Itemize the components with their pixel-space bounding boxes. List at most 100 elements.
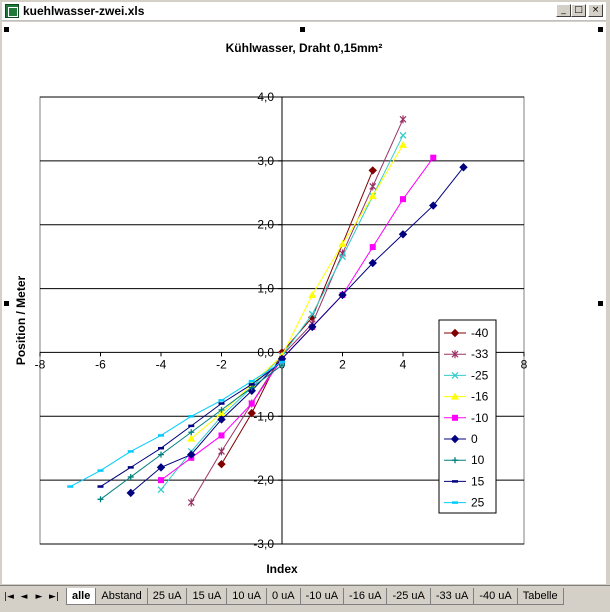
- data-point[interactable]: [369, 244, 376, 251]
- x-tick-label: 2: [339, 357, 346, 371]
- y-tick-label: 0,0: [257, 345, 274, 359]
- chart-sheet[interactable]: -8-6-4-2024684,03,02,01,00,0-1,0-2,0-3,0…: [2, 22, 606, 584]
- y-tick-label: 3,0: [257, 154, 274, 168]
- data-point[interactable]: [399, 131, 407, 139]
- data-point[interactable]: [369, 182, 377, 191]
- data-point[interactable]: [217, 415, 226, 424]
- data-point[interactable]: [400, 196, 406, 203]
- data-point[interactable]: [452, 414, 458, 421]
- sheet-tab[interactable]: Tabelle: [516, 588, 564, 605]
- x-axis-title: Index: [266, 562, 298, 576]
- series-line[interactable]: [130, 166, 464, 494]
- sheet-tab[interactable]: 10 uA: [226, 588, 267, 605]
- title-bar[interactable]: kuehlwasser-zwei.xls _ □ ×: [2, 2, 606, 21]
- data-point[interactable]: [398, 230, 408, 239]
- legend-label: 10: [471, 453, 485, 467]
- data-point[interactable]: [451, 392, 459, 400]
- data-point[interactable]: [308, 290, 317, 298]
- data-point[interactable]: [459, 163, 468, 172]
- legend-label: -40: [471, 326, 489, 340]
- series-line[interactable]: [190, 119, 404, 503]
- data-point[interactable]: [218, 447, 225, 456]
- sheet-tab[interactable]: -10 uA: [299, 588, 345, 605]
- selection-handle[interactable]: [4, 27, 9, 32]
- selection-handle[interactable]: [4, 301, 9, 306]
- data-point[interactable]: [156, 463, 166, 472]
- data-point[interactable]: [339, 253, 346, 261]
- legend-label: -33: [471, 347, 489, 361]
- data-point[interactable]: [126, 488, 135, 498]
- sheet-tab[interactable]: -25 uA: [386, 588, 431, 605]
- data-point[interactable]: [188, 429, 195, 436]
- sheet-tab[interactable]: -16 uA: [343, 588, 388, 605]
- x-tick-label: -6: [95, 357, 106, 371]
- data-point[interactable]: [338, 239, 347, 247]
- data-point[interactable]: [430, 154, 437, 161]
- selection-handle[interactable]: [598, 301, 603, 306]
- data-point[interactable]: [248, 400, 255, 407]
- sheet-tab[interactable]: alle: [66, 588, 97, 605]
- data-point[interactable]: [218, 406, 225, 413]
- data-point[interactable]: [187, 450, 196, 459]
- y-tick-label: 2,0: [257, 218, 274, 232]
- x-tick-label: 8: [521, 357, 528, 371]
- legend-label: -10: [471, 411, 489, 425]
- legend-box[interactable]: [438, 319, 497, 514]
- chart-title: Kühlwasser, Draht 0,15mm²: [226, 41, 383, 55]
- data-point[interactable]: [187, 434, 196, 442]
- data-point[interactable]: [218, 432, 225, 439]
- data-point[interactable]: [429, 201, 438, 210]
- data-point[interactable]: [158, 477, 164, 484]
- data-point[interactable]: [217, 459, 226, 469]
- data-point[interactable]: [451, 350, 459, 359]
- last-sheet-button[interactable]: ►|: [49, 592, 59, 602]
- selection-handle[interactable]: [300, 27, 305, 32]
- sheet-tab[interactable]: -33 uA: [429, 588, 475, 605]
- excel-file-icon[interactable]: [5, 4, 19, 18]
- data-point[interactable]: [308, 310, 316, 318]
- sheet-tab[interactable]: 15 uA: [186, 588, 228, 605]
- data-point[interactable]: [247, 408, 256, 418]
- data-point[interactable]: [97, 496, 104, 503]
- sheet-tab[interactable]: 25 uA: [146, 588, 188, 605]
- y-tick-label: -1,0: [253, 409, 274, 423]
- window-title: kuehlwasser-zwei.xls: [23, 4, 145, 18]
- maximize-button[interactable]: □: [571, 4, 586, 17]
- prev-sheet-button[interactable]: ◄: [20, 592, 28, 602]
- minimize-button[interactable]: _: [556, 4, 571, 17]
- data-point[interactable]: [187, 498, 195, 507]
- sheet-tabs: alle Abstand 25 uA 15 uA 10 uA 0 uA -10 uA -16 …: [66, 586, 610, 606]
- data-point[interactable]: [308, 322, 317, 332]
- data-point[interactable]: [368, 191, 377, 199]
- first-sheet-button[interactable]: |◄: [4, 592, 14, 602]
- x-tick-label: -4: [156, 357, 167, 371]
- sheet-tab-bar: |◄ ◄ ► ►| alle Abstand 25 uA 15 uA 10 uA 0 uA…: [0, 585, 610, 612]
- legend-label: 0: [471, 432, 478, 446]
- data-point[interactable]: [450, 328, 460, 338]
- data-point[interactable]: [338, 290, 347, 300]
- data-point[interactable]: [158, 451, 164, 458]
- data-point[interactable]: [450, 434, 460, 444]
- selection-handle[interactable]: [598, 27, 603, 32]
- sheet-tab[interactable]: Abstand: [95, 588, 148, 605]
- data-point[interactable]: [452, 457, 458, 464]
- legend-label: 25: [471, 496, 485, 510]
- chart-canvas[interactable]: -8-6-4-2024684,03,02,01,00,0-1,0-2,0-3,0…: [2, 22, 606, 584]
- next-sheet-button[interactable]: ►: [35, 592, 43, 602]
- y-axis-title: Position / Meter: [14, 275, 28, 365]
- sheet-tab[interactable]: 0 uA: [265, 588, 301, 605]
- x-tick-label: 4: [400, 357, 407, 371]
- data-point[interactable]: [368, 258, 377, 268]
- series-line[interactable]: [70, 361, 283, 487]
- data-point[interactable]: [399, 115, 407, 124]
- data-point[interactable]: [157, 486, 165, 494]
- y-tick-label: 4,0: [257, 90, 274, 104]
- data-point[interactable]: [127, 473, 134, 480]
- series-line[interactable]: [190, 144, 404, 440]
- sheet-tab[interactable]: -40 uA: [473, 588, 518, 605]
- data-point[interactable]: [399, 140, 407, 148]
- data-point[interactable]: [451, 371, 459, 379]
- data-point[interactable]: [368, 166, 377, 175]
- close-button[interactable]: ×: [588, 4, 603, 17]
